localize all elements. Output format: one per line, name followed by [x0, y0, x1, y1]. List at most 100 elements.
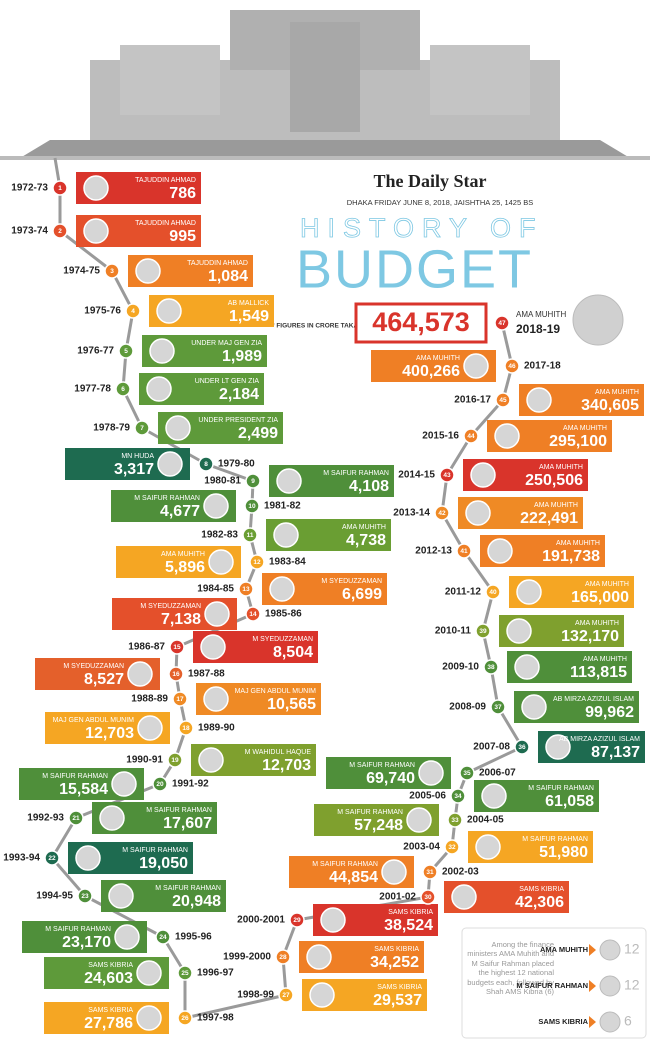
dateline: DHAKA FRIDAY JUNE 8, 2018, JAISHTHA 25, … — [347, 198, 533, 207]
node — [177, 965, 193, 981]
minister: M SAIFUR RAHMAN — [42, 773, 108, 780]
node — [420, 889, 436, 905]
year: 2012-13 — [415, 546, 452, 557]
minister: UNDER PRESIDENT ZIA — [198, 417, 278, 424]
node — [249, 554, 265, 570]
portrait — [111, 771, 137, 797]
minister: AB MIRZA AZIZUL ISLAM — [559, 736, 640, 743]
node — [475, 623, 491, 639]
portrait — [165, 415, 191, 441]
node-number: 29 — [293, 917, 301, 924]
portrait — [269, 576, 295, 602]
minister: M SAIFUR RAHMAN — [146, 807, 212, 814]
node-number: 4 — [131, 308, 135, 315]
portrait — [494, 423, 520, 449]
node-number: 36 — [518, 744, 526, 751]
portrait — [475, 834, 501, 860]
year: 1985-86 — [265, 609, 302, 620]
minister: AMA MUHITH — [534, 502, 578, 509]
legend-chevron — [589, 944, 596, 956]
amount: 191,738 — [542, 548, 600, 565]
node — [177, 1010, 193, 1026]
node-number: 19 — [171, 757, 179, 764]
node — [483, 659, 499, 675]
portrait — [114, 924, 140, 950]
amount: 1,084 — [208, 268, 248, 285]
portrait — [204, 601, 230, 627]
node — [172, 691, 188, 707]
node — [155, 929, 171, 945]
node — [242, 527, 258, 543]
node-number: 42 — [438, 510, 446, 517]
amount: 8,504 — [273, 644, 313, 661]
node — [439, 467, 455, 483]
portrait — [83, 175, 109, 201]
portrait — [506, 618, 532, 644]
amount: 4,677 — [160, 503, 200, 520]
node-number: 26 — [181, 1015, 189, 1022]
minister: M SYEDUZZAMAN — [252, 636, 313, 643]
amount: 17,607 — [163, 815, 212, 832]
node — [44, 850, 60, 866]
year: 1997-98 — [197, 1013, 234, 1024]
portrait — [309, 982, 335, 1008]
year: 2000-2001 — [237, 915, 285, 926]
portrait — [470, 462, 496, 488]
minister: AMA MUHITH — [161, 551, 205, 558]
node-number: 28 — [279, 954, 287, 961]
year: 1975-76 — [84, 306, 121, 317]
node — [104, 263, 120, 279]
amount: 24,603 — [84, 970, 133, 987]
amount: 340,605 — [581, 397, 639, 414]
legend-count: 12 — [624, 977, 640, 993]
node — [289, 912, 305, 928]
year: 1973-74 — [11, 226, 48, 237]
node — [463, 428, 479, 444]
amount: 15,584 — [59, 781, 108, 798]
amount: 87,137 — [591, 744, 640, 761]
amount: 19,050 — [139, 855, 188, 872]
portrait — [75, 845, 101, 871]
node — [178, 720, 194, 736]
node — [68, 810, 84, 826]
node — [422, 864, 438, 880]
amount: 1,989 — [222, 348, 262, 365]
node — [238, 581, 254, 597]
node-number: 33 — [451, 817, 459, 824]
node-number: 7 — [140, 425, 144, 432]
year: 1978-79 — [93, 423, 130, 434]
portrait — [481, 783, 507, 809]
node — [52, 223, 68, 239]
minister: M SAIFUR RAHMAN — [134, 495, 200, 502]
year: 2002-03 — [442, 867, 479, 878]
node-number: 31 — [426, 869, 434, 876]
node — [450, 788, 466, 804]
portrait — [572, 294, 624, 346]
minister: AMA MUHITH — [595, 389, 639, 396]
portrait — [526, 387, 552, 413]
minister: M SAIFUR RAHMAN — [155, 885, 221, 892]
node-number: 6 — [121, 386, 125, 393]
amount: 2,184 — [219, 386, 259, 403]
minister: AMA MUHITH — [416, 355, 460, 362]
node-number: 3 — [110, 268, 114, 275]
portrait — [545, 734, 571, 760]
year: 1986-87 — [128, 642, 165, 653]
node — [275, 949, 291, 965]
year: 1972-73 — [11, 183, 48, 194]
year: 1976-77 — [77, 346, 114, 357]
amount: 132,170 — [561, 628, 619, 645]
minister: AB MALLICK — [228, 300, 270, 307]
headline-card — [354, 302, 488, 344]
year: 1996-97 — [197, 968, 234, 979]
minister: AMA MUHITH — [563, 425, 607, 432]
year: 1981-82 — [264, 501, 301, 512]
amount: 38,524 — [384, 917, 433, 934]
portrait — [463, 353, 489, 379]
amount: 29,537 — [373, 992, 422, 1009]
node — [152, 776, 168, 792]
year: 1983-84 — [269, 557, 306, 568]
minister: SAMS KIBRIA — [88, 1007, 133, 1014]
node-number: 12 — [253, 559, 261, 566]
